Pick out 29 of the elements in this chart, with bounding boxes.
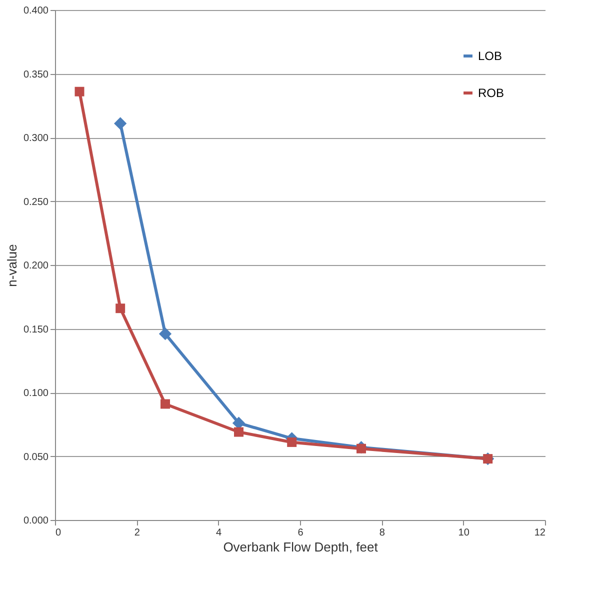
point (116, 304, 126, 314)
point (287, 437, 297, 447)
point (160, 399, 170, 409)
y-tick-label: 0.100 (23, 388, 49, 399)
x-tick-label: 10 (458, 528, 470, 538)
point (356, 444, 366, 454)
y-tick-label: 0.400 (23, 6, 49, 16)
x-tick-label: 4 (216, 528, 222, 538)
point (74, 86, 84, 96)
x-tick-label: 6 (298, 528, 304, 538)
y-tick-label: 0.350 (23, 69, 49, 80)
y-tick-label: 0.150 (23, 324, 49, 336)
y-tick-label: 0.300 (23, 133, 49, 144)
point (114, 117, 127, 130)
y-tick-label: 0.050 (23, 452, 49, 463)
x-axis-title: Overbank Flow Depth, feet (223, 540, 378, 554)
legend-label: LOB (478, 49, 502, 63)
legend-label: ROB (478, 86, 504, 100)
point (234, 427, 244, 437)
x-tick-label: 0 (56, 528, 62, 538)
point (232, 416, 246, 430)
x-tick-label: 2 (134, 528, 140, 538)
x-tick-label: 8 (379, 528, 386, 538)
point (158, 328, 172, 340)
y-tick-label: 0.200 (23, 260, 49, 272)
y-tick-label: 0.250 (23, 196, 49, 208)
y-tick-label: 0.000 (23, 516, 49, 526)
x-tick-label: 12 (534, 528, 546, 538)
y-axis-title: n-value (4, 244, 20, 287)
